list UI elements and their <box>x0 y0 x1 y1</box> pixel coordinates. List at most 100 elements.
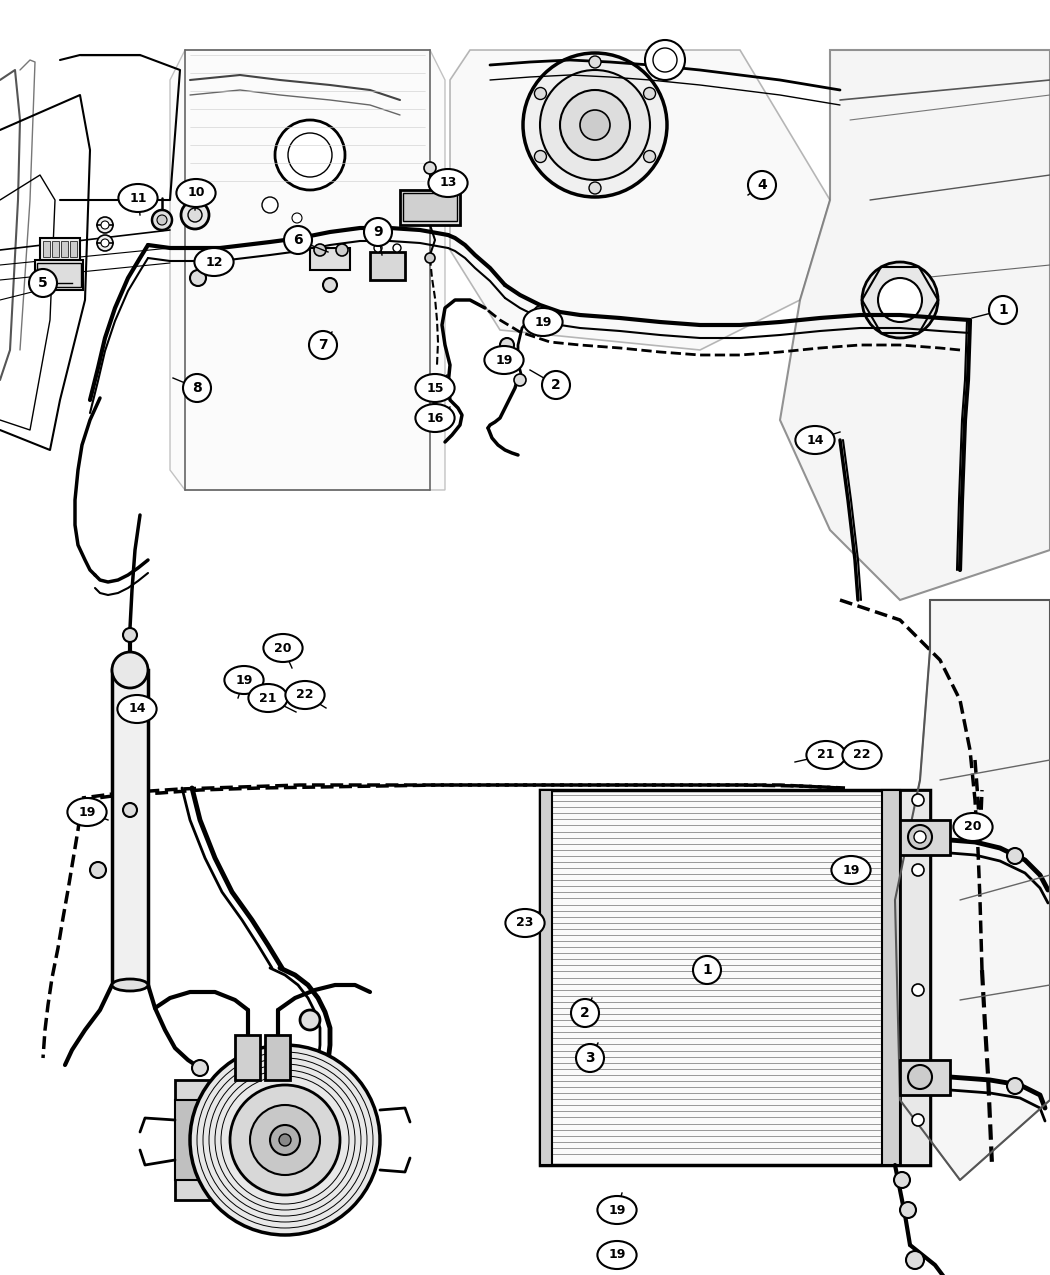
Polygon shape <box>450 50 830 351</box>
Circle shape <box>230 1085 340 1195</box>
Circle shape <box>336 244 348 256</box>
Ellipse shape <box>796 426 835 454</box>
Circle shape <box>262 198 278 213</box>
Text: 19: 19 <box>534 315 551 329</box>
Circle shape <box>644 150 655 162</box>
Circle shape <box>908 1065 932 1089</box>
Circle shape <box>912 984 924 996</box>
Circle shape <box>374 244 382 252</box>
Bar <box>265 1035 290 1080</box>
Bar <box>235 1035 260 1080</box>
Text: 7: 7 <box>318 338 328 352</box>
Circle shape <box>424 162 436 173</box>
Circle shape <box>190 1046 380 1235</box>
Circle shape <box>580 110 610 140</box>
Ellipse shape <box>571 1000 598 1026</box>
Ellipse shape <box>119 184 158 212</box>
Text: 22: 22 <box>854 748 870 761</box>
Circle shape <box>523 54 667 198</box>
Circle shape <box>158 215 167 224</box>
Polygon shape <box>895 601 1050 1179</box>
Bar <box>37 263 81 287</box>
Ellipse shape <box>286 681 324 709</box>
Bar <box>40 238 80 260</box>
Bar <box>540 790 930 1165</box>
Circle shape <box>514 374 526 386</box>
Circle shape <box>540 70 650 180</box>
Text: 11: 11 <box>129 191 147 204</box>
Ellipse shape <box>842 741 882 769</box>
Ellipse shape <box>576 1044 604 1072</box>
Ellipse shape <box>523 309 563 337</box>
Bar <box>112 669 148 986</box>
Circle shape <box>275 120 345 190</box>
Ellipse shape <box>264 634 302 662</box>
Circle shape <box>97 217 113 233</box>
Circle shape <box>589 182 601 194</box>
Ellipse shape <box>953 813 992 842</box>
Ellipse shape <box>806 741 845 769</box>
Text: 14: 14 <box>806 434 824 446</box>
Circle shape <box>425 252 435 263</box>
Ellipse shape <box>67 798 107 826</box>
Text: 19: 19 <box>235 673 253 686</box>
Ellipse shape <box>416 404 455 432</box>
Ellipse shape <box>484 346 524 374</box>
Text: 2: 2 <box>580 1006 590 1020</box>
Ellipse shape <box>428 170 467 198</box>
Bar <box>540 790 552 1165</box>
Text: 3: 3 <box>585 1051 594 1065</box>
Bar <box>175 1100 205 1179</box>
Text: 15: 15 <box>426 381 444 394</box>
Text: 10: 10 <box>187 186 205 199</box>
Polygon shape <box>780 50 1050 601</box>
Circle shape <box>534 306 546 317</box>
Ellipse shape <box>112 979 148 991</box>
Ellipse shape <box>989 296 1017 324</box>
Ellipse shape <box>542 371 570 399</box>
Circle shape <box>906 1251 924 1269</box>
Ellipse shape <box>364 218 392 246</box>
Circle shape <box>534 88 546 99</box>
Text: 19: 19 <box>608 1248 626 1261</box>
Text: 20: 20 <box>274 641 292 654</box>
Circle shape <box>314 244 326 256</box>
Text: 5: 5 <box>38 275 48 289</box>
Bar <box>403 193 457 221</box>
Ellipse shape <box>118 695 156 723</box>
Text: 9: 9 <box>373 224 383 238</box>
Circle shape <box>279 1133 291 1146</box>
Ellipse shape <box>748 171 776 199</box>
Bar <box>900 820 950 856</box>
Ellipse shape <box>249 683 288 711</box>
Circle shape <box>908 825 932 849</box>
Ellipse shape <box>693 956 721 984</box>
Ellipse shape <box>597 1241 636 1269</box>
Circle shape <box>123 803 136 817</box>
Ellipse shape <box>225 666 264 694</box>
Ellipse shape <box>284 226 312 254</box>
Circle shape <box>500 338 514 352</box>
Circle shape <box>97 235 113 251</box>
Circle shape <box>894 1172 910 1188</box>
Circle shape <box>560 91 630 159</box>
Bar <box>900 1060 950 1095</box>
Text: 14: 14 <box>128 703 146 715</box>
Circle shape <box>393 244 401 252</box>
Text: 13: 13 <box>439 176 457 190</box>
Circle shape <box>112 652 148 688</box>
Circle shape <box>188 208 202 222</box>
Circle shape <box>644 88 655 99</box>
Circle shape <box>534 150 546 162</box>
Circle shape <box>288 133 332 177</box>
Bar <box>61 241 68 258</box>
Text: 21: 21 <box>259 691 277 705</box>
Text: 19: 19 <box>842 863 860 876</box>
Ellipse shape <box>194 249 233 275</box>
Circle shape <box>152 210 172 229</box>
Circle shape <box>300 1010 320 1030</box>
Text: 23: 23 <box>517 917 533 929</box>
Text: 20: 20 <box>964 821 982 834</box>
Bar <box>43 241 50 258</box>
Text: 19: 19 <box>496 353 512 366</box>
